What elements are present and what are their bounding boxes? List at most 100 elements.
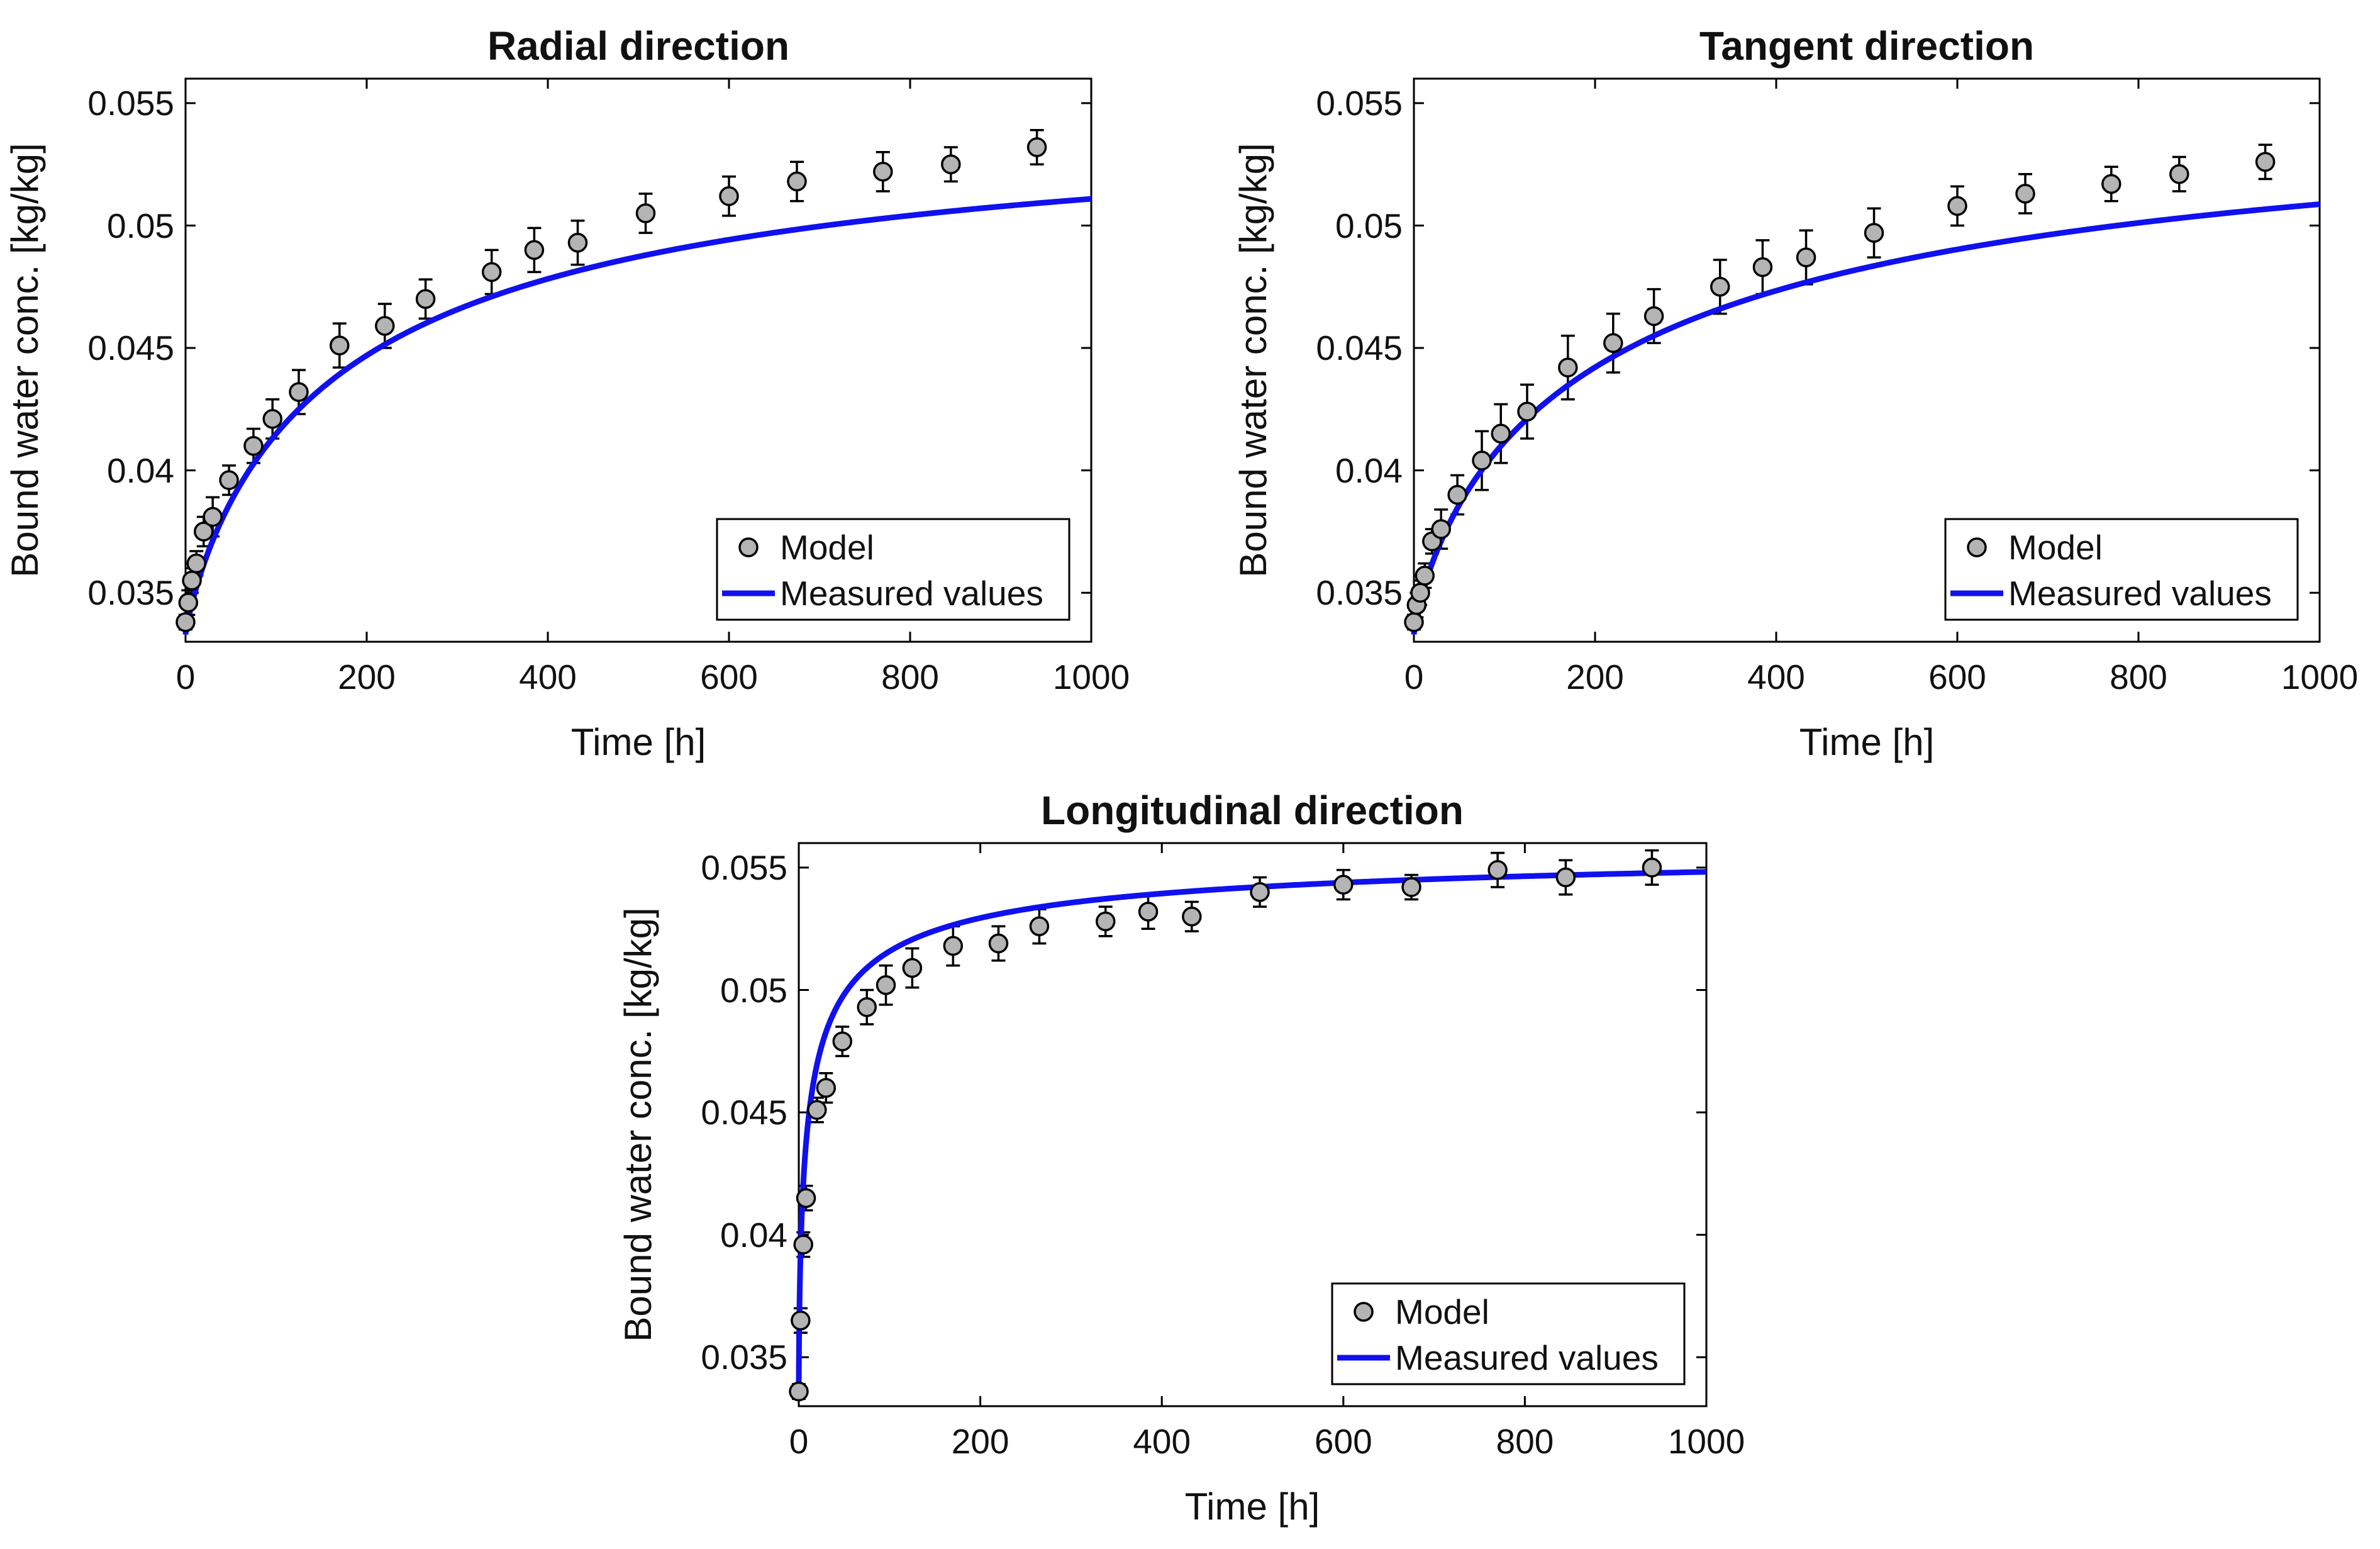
model-point <box>289 382 309 402</box>
x-axis-label: Time [h] <box>571 721 706 763</box>
model-point <box>1410 583 1430 603</box>
y-tick-label: 0.055 <box>701 848 787 887</box>
legend-label-measured: Measured values <box>2008 574 2272 613</box>
model-point <box>243 435 264 456</box>
model-point <box>1138 902 1159 922</box>
x-tick-label: 1000 <box>1053 657 1130 696</box>
model-point <box>791 1311 811 1331</box>
model-point <box>567 232 588 253</box>
model-point <box>816 1078 837 1098</box>
model-point <box>186 553 207 574</box>
model-point <box>787 171 807 192</box>
model-point <box>1752 257 1773 277</box>
legend-label-model: Model <box>1395 1292 1489 1331</box>
model-point <box>175 612 196 632</box>
panel-longitudinal: Longitudinal direction Time [h] Bound wa… <box>617 788 1745 1528</box>
y-tick-label: 0.035 <box>87 573 174 612</box>
x-tick-label: 200 <box>1566 657 1624 696</box>
legend-box <box>716 518 1070 621</box>
model-point <box>1710 277 1730 297</box>
model-point <box>857 997 877 1017</box>
y-tick-label: 0.05 <box>1335 206 1403 245</box>
model-point <box>1026 137 1047 157</box>
legend-label-model: Model <box>780 528 874 567</box>
model-point <box>2169 164 2189 184</box>
legend-box <box>1331 1282 1686 1385</box>
model-point <box>1431 519 1451 539</box>
y-tick-label: 0.055 <box>1316 84 1403 123</box>
x-tick-label: 1000 <box>2281 657 2358 696</box>
x-tick-label: 0 <box>789 1422 809 1461</box>
panel-radial: Radial direction Time [h] Bound water co… <box>4 23 1130 763</box>
model-markers <box>1404 152 2276 632</box>
y-tick-label: 0.045 <box>701 1093 787 1132</box>
x-tick-label: 800 <box>2110 657 2167 696</box>
chart-title: Longitudinal direction <box>1041 788 1464 833</box>
model-point <box>873 162 893 182</box>
model-point <box>415 289 436 309</box>
x-axis-label: Time [h] <box>1185 1485 1320 1528</box>
legend: Model Measured values <box>716 518 1070 621</box>
legend: Model Measured values <box>1944 518 2299 621</box>
model-point <box>1404 612 1424 632</box>
y-tick-label: 0.04 <box>107 451 174 490</box>
model-point <box>262 409 282 429</box>
model-point <box>719 186 739 206</box>
x-tick-label: 0 <box>1404 657 1424 696</box>
panel-tangent: Tangent direction Time [h] Bound water c… <box>1232 23 2358 763</box>
model-point <box>1558 357 1578 377</box>
y-tick-label: 0.05 <box>107 206 174 245</box>
model-point <box>988 933 1009 954</box>
y-tick-label: 0.045 <box>1316 328 1403 367</box>
model-point <box>2101 174 2121 194</box>
model-point <box>375 316 395 336</box>
x-tick-label: 600 <box>1315 1422 1372 1461</box>
x-tick-label: 1000 <box>1668 1422 1745 1461</box>
model-point <box>1447 484 1467 505</box>
model-point <box>1643 306 1664 327</box>
y-tick-label: 0.04 <box>1335 451 1403 490</box>
legend-label-measured: Measured values <box>780 574 1043 613</box>
model-point <box>1415 566 1435 586</box>
model-point <box>219 470 239 490</box>
legend: Model Measured values <box>1331 1282 1686 1385</box>
model-point <box>1796 247 1816 267</box>
legend-marker-icon <box>1967 537 1987 557</box>
x-tick-label: 600 <box>1928 657 1986 696</box>
y-tick-label: 0.045 <box>87 328 174 367</box>
model-point <box>793 1234 813 1255</box>
model-point <box>635 203 656 223</box>
model-point <box>943 936 964 956</box>
legend-marker-icon <box>1354 1302 1374 1322</box>
model-point <box>832 1031 853 1051</box>
model-point <box>789 1381 809 1402</box>
model-point <box>941 154 961 174</box>
legend-label-model: Model <box>2008 528 2103 567</box>
model-point <box>1555 867 1576 888</box>
x-axis-label: Time [h] <box>1799 721 1934 763</box>
model-point <box>1401 877 1421 897</box>
x-tick-label: 0 <box>176 657 196 696</box>
model-point <box>1095 911 1116 932</box>
y-axis-label: Bound water conc. [kg/kg] <box>617 907 659 1341</box>
model-point <box>1517 401 1537 422</box>
legend-box <box>1944 518 2299 621</box>
measured-values-line <box>1411 201 2320 637</box>
y-tick-label: 0.05 <box>720 971 787 1010</box>
x-tick-label: 200 <box>952 1422 1009 1461</box>
y-tick-label: 0.055 <box>87 84 174 123</box>
chart-title: Tangent direction <box>1699 23 2034 69</box>
model-point <box>1472 450 1492 471</box>
y-axis-label: Bound water conc. [kg/kg] <box>1232 143 1274 577</box>
model-point <box>1864 223 1884 243</box>
model-point <box>2015 184 2035 204</box>
chart-title: Radial direction <box>487 23 789 69</box>
model-point <box>1603 333 1623 354</box>
x-tick-label: 600 <box>700 657 758 696</box>
x-tick-label: 800 <box>881 657 939 696</box>
model-point <box>807 1100 827 1120</box>
model-point <box>178 592 199 613</box>
model-point <box>203 506 223 527</box>
model-markers <box>789 858 1662 1402</box>
